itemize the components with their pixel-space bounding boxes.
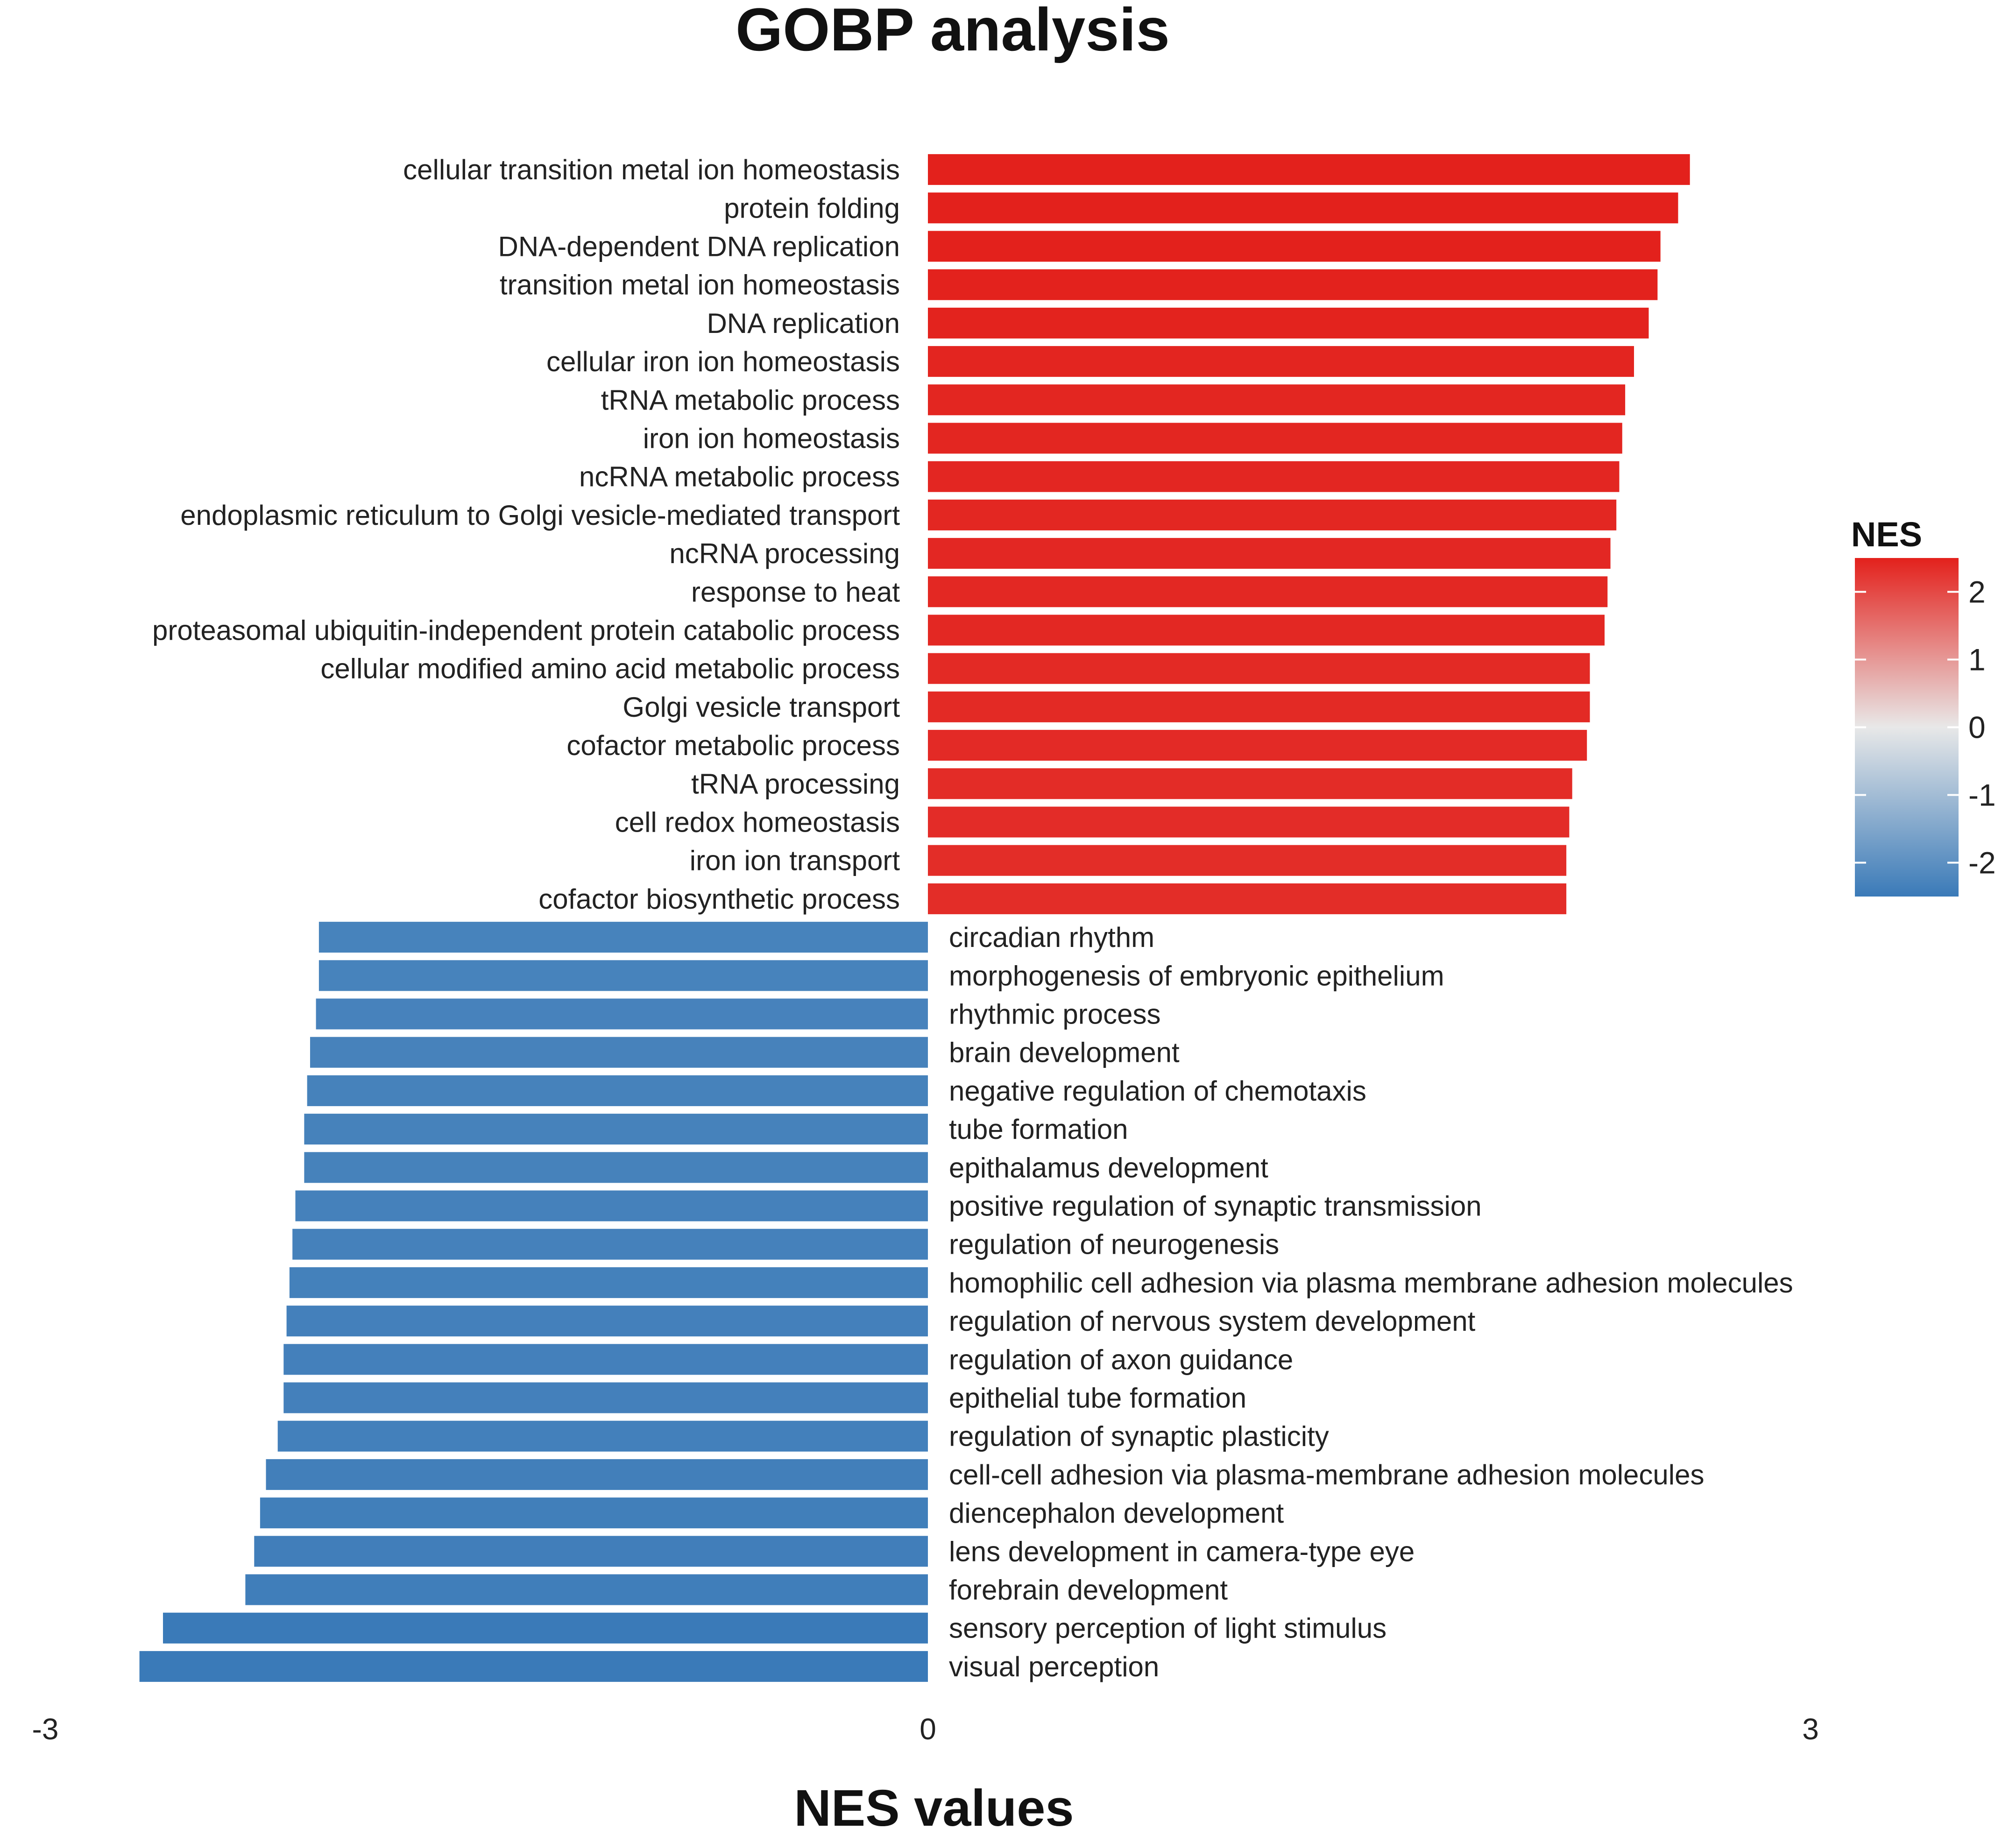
category-label-group: cellular transition metal ion homeostasi… (152, 154, 1793, 1682)
bar-27 (304, 1152, 928, 1183)
bar-10 (928, 499, 1617, 530)
category-label-23: rhythmic process (949, 999, 1160, 1030)
category-label-20: cofactor biosynthetic process (538, 883, 900, 915)
category-label-10: endoplasmic reticulum to Golgi vesicle-m… (180, 500, 900, 531)
bar-36 (260, 1497, 928, 1529)
bar-39 (163, 1612, 928, 1644)
x-tick-label-3: 3 (1802, 1712, 1819, 1746)
category-label-2: protein folding (724, 192, 900, 224)
category-label-7: tRNA metabolic process (601, 384, 900, 416)
category-label-4: transition metal ion homeostasis (500, 269, 900, 301)
legend-tick-label-4: -1 (1968, 778, 1996, 812)
x-axis-ticks: -3 0 3 (32, 1712, 1819, 1746)
chart-title: GOBP analysis (736, 0, 1170, 64)
category-label-3: DNA-dependent DNA replication (498, 231, 900, 262)
bar-32 (283, 1344, 928, 1375)
bar-5 (928, 307, 1649, 339)
legend-tick-label-5: -2 (1968, 846, 1996, 880)
category-label-31: regulation of nervous system development (949, 1306, 1476, 1337)
nes-color-legend: NES 2 1 0 -1 -2 (1851, 515, 1996, 897)
category-label-21: circadian rhythm (949, 922, 1154, 953)
bar-13 (928, 614, 1605, 646)
category-label-16: cofactor metabolic process (566, 730, 900, 761)
category-label-22: morphogenesis of embryonic epithelium (949, 960, 1444, 991)
bar-7 (928, 384, 1626, 416)
bar-33 (283, 1382, 928, 1413)
category-label-12: response to heat (691, 576, 900, 607)
category-label-39: sensory perception of light stimulus (949, 1613, 1386, 1644)
bar-35 (266, 1459, 928, 1490)
category-label-14: cellular modified amino acid metabolic p… (320, 653, 900, 685)
category-label-9: ncRNA metabolic process (579, 461, 900, 493)
bar-4 (928, 269, 1658, 300)
x-tick-label-1: -3 (32, 1712, 59, 1746)
category-label-17: tRNA processing (691, 768, 900, 799)
category-label-29: regulation of neurogenesis (949, 1229, 1279, 1260)
category-label-35: cell-cell adhesion via plasma-membrane a… (949, 1459, 1704, 1490)
bar-37 (254, 1536, 928, 1567)
category-label-19: iron ion transport (690, 845, 900, 876)
bar-25 (307, 1075, 928, 1106)
legend-tick-label-2: 1 (1968, 643, 1986, 677)
bar-30 (289, 1267, 928, 1298)
bar-21 (318, 922, 928, 953)
category-label-13: proteasomal ubiquitin-independent protei… (152, 615, 900, 646)
category-label-38: forebrain development (949, 1575, 1228, 1606)
bar-12 (928, 576, 1608, 607)
category-label-25: negative regulation of chemotaxis (949, 1075, 1366, 1107)
category-label-36: diencephalon development (949, 1497, 1284, 1529)
bar-20 (928, 883, 1567, 914)
bar-29 (292, 1229, 928, 1260)
bar-9 (928, 461, 1620, 492)
bar-6 (928, 346, 1634, 377)
category-label-11: ncRNA processing (669, 538, 900, 569)
bar-1 (928, 154, 1690, 185)
category-label-26: tube formation (949, 1114, 1128, 1145)
category-label-15: Golgi vesicle transport (622, 692, 900, 723)
x-tick-label-2: 0 (920, 1712, 936, 1746)
bar-14 (928, 653, 1590, 684)
bar-3 (928, 231, 1661, 262)
bar-18 (928, 806, 1570, 838)
category-label-27: epithalamus development (949, 1152, 1268, 1183)
bar-19 (928, 845, 1567, 876)
legend-ticks: 2 1 0 -1 -2 (1855, 575, 1996, 880)
bar-15 (928, 691, 1590, 722)
category-label-33: epithelial tube formation (949, 1383, 1246, 1414)
bar-38 (245, 1574, 928, 1605)
bar-group (139, 154, 1690, 1682)
category-label-37: lens development in camera-type eye (949, 1536, 1415, 1567)
category-label-28: positive regulation of synaptic transmis… (949, 1191, 1482, 1222)
category-label-32: regulation of axon guidance (949, 1344, 1293, 1375)
bar-17 (928, 768, 1572, 799)
bar-24 (310, 1037, 928, 1068)
category-label-18: cell redox homeostasis (615, 807, 900, 838)
category-label-24: brain development (949, 1037, 1180, 1068)
bar-28 (295, 1190, 928, 1222)
bar-40 (139, 1651, 928, 1682)
bar-31 (286, 1306, 928, 1337)
category-label-30: homophilic cell adhesion via plasma memb… (949, 1267, 1793, 1299)
category-label-1: cellular transition metal ion homeostasi… (403, 154, 900, 185)
category-label-5: DNA replication (707, 308, 900, 339)
legend-title: NES (1851, 515, 1922, 554)
bar-2 (928, 192, 1678, 224)
category-label-6: cellular iron ion homeostasis (546, 346, 900, 377)
category-label-40: visual perception (949, 1651, 1159, 1682)
bar-26 (304, 1114, 928, 1145)
bar-16 (928, 730, 1587, 761)
category-label-34: regulation of synaptic plasticity (949, 1421, 1329, 1452)
bar-11 (928, 538, 1611, 569)
bar-8 (928, 423, 1622, 454)
bar-34 (277, 1420, 928, 1452)
legend-color-bar (1855, 558, 1959, 897)
x-axis-label: NES values (794, 1780, 1074, 1836)
legend-tick-label-3: 0 (1968, 710, 1986, 745)
bar-23 (316, 998, 928, 1030)
category-label-8: iron ion homeostasis (643, 423, 900, 454)
bar-22 (318, 960, 928, 991)
legend-tick-label-1: 2 (1968, 575, 1986, 609)
